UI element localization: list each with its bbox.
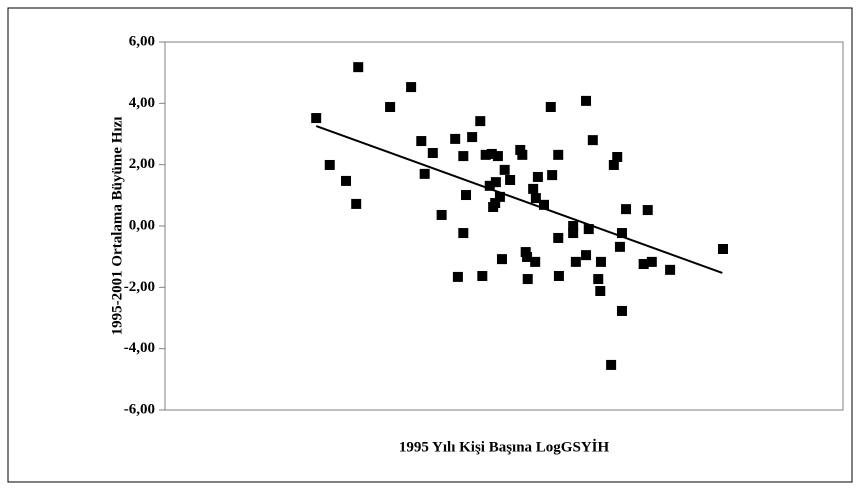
point <box>436 209 447 220</box>
point <box>545 102 556 113</box>
point <box>450 133 461 144</box>
point <box>458 228 469 239</box>
point <box>522 274 533 285</box>
point <box>406 82 417 93</box>
point <box>606 359 617 370</box>
point <box>616 228 627 239</box>
point <box>461 190 472 201</box>
point <box>553 270 564 281</box>
point <box>621 204 632 215</box>
point <box>385 102 396 113</box>
point <box>717 244 728 254</box>
y-tick-label: 4,00 <box>129 95 155 111</box>
trendline <box>315 125 723 274</box>
point <box>614 241 625 252</box>
y-tick-label: 6,00 <box>129 33 155 49</box>
point <box>587 135 598 146</box>
point <box>581 95 592 106</box>
point <box>490 198 501 208</box>
point <box>477 270 488 281</box>
y-tick-label: -4,00 <box>124 340 155 356</box>
point <box>570 256 581 267</box>
plot-area <box>164 41 844 411</box>
point <box>665 264 676 275</box>
point <box>616 305 627 316</box>
point <box>547 170 558 181</box>
point <box>324 159 335 170</box>
point <box>612 152 623 162</box>
point <box>530 193 541 204</box>
point <box>553 232 564 243</box>
point <box>646 256 657 267</box>
point <box>595 256 606 267</box>
point <box>568 221 579 231</box>
point <box>486 148 497 159</box>
point <box>351 198 362 209</box>
point <box>593 274 604 285</box>
point <box>458 151 469 162</box>
point <box>583 224 594 235</box>
point <box>490 177 501 188</box>
point <box>311 113 322 124</box>
point <box>553 149 564 160</box>
y-tick-label: -2,00 <box>124 279 155 295</box>
point <box>539 199 550 210</box>
point <box>419 168 430 179</box>
point <box>568 228 579 239</box>
point <box>581 250 592 261</box>
point <box>528 183 539 194</box>
point <box>475 116 486 127</box>
point <box>480 149 491 160</box>
point <box>530 256 541 267</box>
point <box>427 148 438 159</box>
x-axis-label: 1995 Yılı Kişi Başına LogGSYİH <box>399 438 610 455</box>
y-axis-label: 1995-2001 Ortalama Büyüme Hızı <box>109 117 125 336</box>
point <box>496 254 507 265</box>
point <box>642 205 653 216</box>
point <box>353 62 364 73</box>
point <box>416 136 427 147</box>
y-tick-label: 2,00 <box>129 156 155 172</box>
point <box>505 175 516 185</box>
point <box>608 159 619 170</box>
point <box>522 251 533 262</box>
point <box>638 259 649 270</box>
y-tick-label: -6,00 <box>124 401 155 417</box>
point <box>467 132 478 143</box>
point <box>499 164 510 175</box>
point <box>494 191 505 202</box>
point <box>492 151 503 162</box>
point <box>341 175 352 186</box>
point <box>595 286 606 297</box>
point <box>452 271 463 282</box>
point <box>532 171 543 182</box>
point <box>484 180 495 191</box>
point <box>517 149 528 160</box>
y-tick-label: 0,00 <box>129 217 155 233</box>
